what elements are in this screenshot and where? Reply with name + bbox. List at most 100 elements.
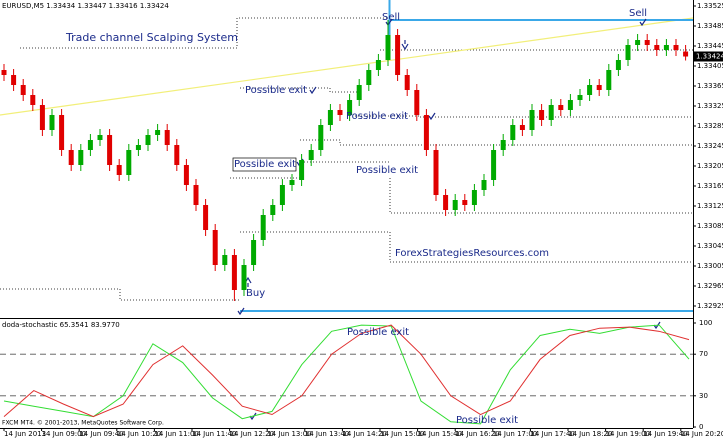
candle-body <box>625 45 631 60</box>
candle-body <box>97 135 103 140</box>
candle-body <box>251 240 257 265</box>
candle-body <box>145 135 151 145</box>
x-tick-label: 14 Jun 16:20 <box>455 430 499 438</box>
x-tick-label: 14 Jun 11:00 <box>154 430 198 438</box>
annotation: Sell <box>382 12 400 23</box>
candle-body <box>481 180 487 190</box>
annotation: Possible exit <box>234 159 296 170</box>
candle-body <box>59 115 65 150</box>
annotation: Possible exit <box>347 327 409 338</box>
candle-body <box>462 200 468 205</box>
x-tick-label: 14 Jun 12:20 <box>230 430 274 438</box>
annotation: Possible exit <box>356 165 418 176</box>
candle-body <box>231 255 237 290</box>
x-tick-label: 14 Jun 13:00 <box>267 430 311 438</box>
candle-body <box>279 185 285 205</box>
candle-body <box>212 230 218 265</box>
y-tick-label: 1.33125 <box>697 202 723 210</box>
y-tick-label: 1.33045 <box>697 242 723 250</box>
y-tick-label: 0 <box>699 423 703 431</box>
y-tick-label: 1.33285 <box>697 122 723 130</box>
x-tick-label: 14 Jun 11:40 <box>192 430 236 438</box>
y-tick-label: 30 <box>699 392 708 400</box>
y-tick-label: 1.32925 <box>697 302 723 310</box>
candle-body <box>270 205 276 215</box>
candle-body <box>107 135 113 165</box>
candle-body <box>1 70 7 75</box>
candle-body <box>587 85 593 95</box>
candle-body <box>577 95 583 100</box>
y-tick-label: 70 <box>699 350 708 358</box>
y-tick-label: 1.33405 <box>697 62 723 70</box>
indicator-line <box>3 324 690 418</box>
chart-header: EURUSD,M5 1.33434 1.33447 1.33416 1.3342… <box>2 2 169 10</box>
candle-body <box>539 110 545 120</box>
candle-body <box>174 145 180 165</box>
x-tick-label: 14 Jun 09:40 <box>79 430 123 438</box>
candle-body <box>299 160 305 180</box>
x-tick-label: 14 Jun 09:00 <box>42 430 86 438</box>
candle-body <box>39 105 45 130</box>
candle-body <box>567 100 573 110</box>
candle-body <box>116 165 122 175</box>
candle-body <box>366 70 372 85</box>
x-tick-label: 14 Jun 18:20 <box>568 430 612 438</box>
candle-body <box>318 125 324 150</box>
annotation-box <box>232 157 297 172</box>
candle-body <box>78 150 84 165</box>
x-tick-label: 14 Jun 19:00 <box>606 430 650 438</box>
y-tick-label: 1.33085 <box>697 222 723 230</box>
x-tick-label: 14 Jun 17:00 <box>493 430 537 438</box>
candle-body <box>471 190 477 205</box>
x-tick-label: 14 Jun 15:40 <box>418 430 462 438</box>
candle-body <box>203 205 209 230</box>
candle-body <box>606 70 612 90</box>
candle-body <box>673 45 679 50</box>
candle-body <box>558 105 564 110</box>
indicator-header: doda-stochastic 65.3541 83.9770 <box>2 321 120 329</box>
last-price-label: 1.33424 <box>696 53 723 61</box>
candle-body <box>683 51 689 57</box>
candle-body <box>68 150 74 165</box>
candle-body <box>615 60 621 70</box>
candle-body <box>222 255 228 265</box>
y-tick-label: 1.33165 <box>697 182 723 190</box>
candle-body <box>654 45 660 50</box>
candle-body <box>356 85 362 100</box>
candle-body <box>87 140 93 150</box>
candle-body <box>193 185 199 205</box>
candle-body <box>126 150 132 175</box>
y-tick-label: 1.33445 <box>697 42 723 50</box>
annotation: Sell <box>629 8 647 19</box>
candle-body <box>327 110 333 125</box>
footer: FXCM MT4. © 2001-2013, MetaQuotes Softwa… <box>2 420 164 427</box>
candle-body <box>491 150 497 180</box>
annotation: Trade channel Scalping System <box>65 31 238 44</box>
candle-body <box>155 130 161 135</box>
y-tick-label: 100 <box>699 319 712 327</box>
last-price-box <box>693 51 723 62</box>
candle-body <box>375 60 381 70</box>
trend-line <box>0 17 694 116</box>
x-tick-label: 14 Jun 15:00 <box>380 430 424 438</box>
candle-body <box>183 165 189 185</box>
candle-body <box>548 105 554 120</box>
candle-body <box>644 40 650 45</box>
candle-body <box>635 40 641 45</box>
candle-body <box>135 145 141 150</box>
candle-body <box>663 45 669 50</box>
candle-body <box>423 115 429 150</box>
y-tick-label: 1.33525 <box>697 2 723 10</box>
candle-body <box>443 195 449 210</box>
candle-body <box>395 35 401 75</box>
candle-body <box>11 75 17 85</box>
candle-body <box>289 180 295 185</box>
candle-body <box>529 110 535 130</box>
indicator-line <box>3 324 690 425</box>
candle-body <box>337 110 343 115</box>
y-tick-label: 1.33325 <box>697 102 723 110</box>
candle-body <box>164 130 170 145</box>
candle-body <box>308 150 314 160</box>
candle-body <box>20 85 26 95</box>
